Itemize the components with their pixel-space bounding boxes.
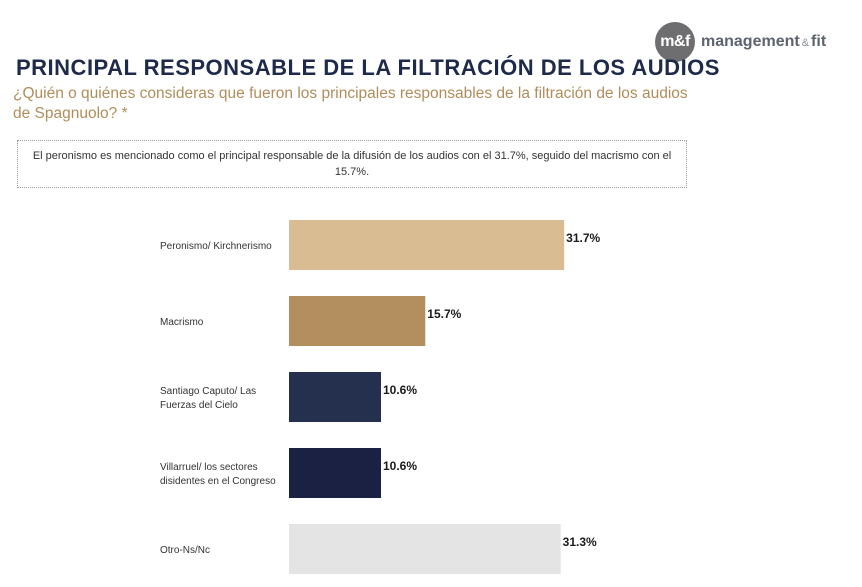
value-label-4: 31.3% bbox=[563, 535, 597, 549]
survey-question: ¿Quién o quiénes consideras que fueron l… bbox=[13, 85, 688, 122]
logo-name: management bbox=[701, 33, 800, 50]
value-label-2: 10.6% bbox=[383, 383, 417, 397]
category-label-0: Peronismo/ Kirchnerismo bbox=[160, 241, 272, 252]
bar-3 bbox=[289, 448, 382, 498]
value-label-1: 15.7% bbox=[427, 307, 461, 321]
bar-0 bbox=[289, 220, 565, 270]
logo-wordmark: management & fit bbox=[701, 33, 826, 51]
company-logo: m&f management & fit bbox=[655, 22, 826, 62]
category-label-4: Otro-Ns/Nc bbox=[160, 545, 210, 556]
logo-badge: m&f bbox=[655, 22, 695, 62]
bar-1 bbox=[289, 296, 426, 346]
bar-4 bbox=[289, 524, 561, 574]
summary-text: El peronismo es mencionado como el princ… bbox=[32, 150, 672, 178]
chart-title: PRINCIPAL RESPONSABLE DE LA FILTRACIÓN D… bbox=[16, 55, 720, 80]
category-label-2: Santiago Caputo/ Las Fuerzas del Cielo bbox=[160, 386, 256, 411]
logo-suffix: fit bbox=[811, 33, 827, 50]
logo-ampersand: & bbox=[801, 37, 810, 49]
summary-box: El peronismo es mencionado como el princ… bbox=[17, 140, 687, 188]
bar-2 bbox=[289, 372, 382, 422]
category-label-3: Villarruel/ los sectores disidentes en el… bbox=[160, 462, 276, 487]
bar-chart: Peronismo/ Kirchnerismo 31.7% Macrismo 15.7… bbox=[160, 220, 601, 574]
value-label-0: 31.7% bbox=[566, 231, 600, 245]
value-label-3: 10.6% bbox=[383, 459, 417, 473]
category-label-1: Macrismo bbox=[160, 317, 204, 328]
